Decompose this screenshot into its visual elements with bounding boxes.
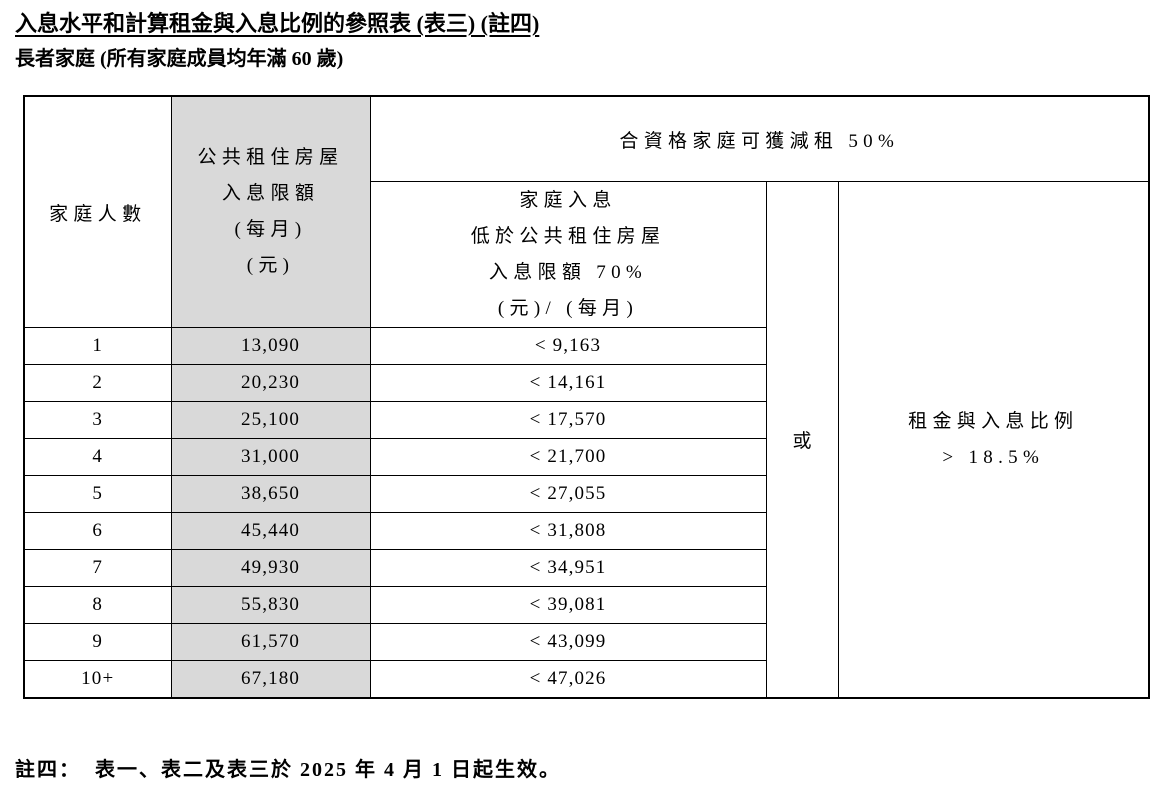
table-row: 2 20,230 < 14,161: [23, 364, 1149, 402]
income-below-cell: < 31,808: [369, 512, 767, 550]
family-size-cell: 9: [23, 623, 172, 661]
table-row: 4 31,000 < 21,700: [23, 438, 1149, 476]
footnote-text: 表一、表二及表三於 2025 年 4 月 1 日起生效。: [95, 759, 561, 781]
or-cell: 或: [765, 181, 839, 699]
income-below-cell: < 27,055: [369, 475, 767, 513]
footnote: 註四： 表一、表二及表三於 2025 年 4 月 1 日起生效。: [15, 753, 1165, 782]
table-row: 3 25,100 < 17,570: [23, 401, 1149, 439]
family-size-cell: 6: [23, 512, 172, 550]
table-row: 1 13,090 < 9,163: [23, 327, 1149, 365]
header-rent-ratio-line: > 18.5%: [942, 446, 1045, 468]
family-size-cell: 8: [23, 586, 172, 624]
header-income-limit-line: 公共租住房屋: [197, 147, 344, 168]
income-below-cell: < 14,161: [369, 364, 767, 402]
header-income-below-line: 家庭入息: [519, 189, 617, 211]
family-size-cell: 7: [23, 549, 172, 587]
header-discount-banner: 合資格家庭可獲減租 50%: [369, 95, 1150, 182]
header-income-limit: 公共租住房屋 入息限額 (每月) (元): [170, 95, 371, 328]
header-income-below-line: 入息限額 70%: [488, 261, 648, 283]
family-size-cell: 4: [23, 438, 172, 476]
header-income-below-line: 低於公共租住房屋: [470, 225, 666, 247]
income-below-cell: < 17,570: [369, 401, 767, 439]
income-below-cell: < 39,081: [369, 586, 767, 624]
family-size-cell: 2: [23, 364, 172, 402]
header-family-size: 家庭人數: [23, 95, 172, 328]
page-subtitle: 長者家庭 (所有家庭成員均年滿 60 歲): [15, 48, 344, 70]
table-row: 10+ 67,180 < 47,026: [23, 660, 1149, 699]
header-rent-ratio-line: 租金與入息比例: [908, 410, 1079, 432]
header-row-sub: 家庭入息 低於公共租住房屋 入息限額 70% (元)/ (每月) 或 租金與入息…: [24, 181, 1150, 699]
header-income-below: 家庭入息 低於公共租住房屋 入息限額 70% (元)/ (每月): [369, 181, 767, 328]
income-below-cell: < 21,700: [369, 438, 767, 476]
header-rent-ratio: 租金與入息比例 > 18.5%: [837, 181, 1150, 699]
header-row-top: 家庭人數 公共租住房屋 入息限額 (每月) (元) 合資格家庭可獲減租 50%: [23, 95, 1150, 328]
page-title: 入息水平和計算租金與入息比例的參照表 (表三) (註四): [15, 11, 540, 36]
income-limit-cell: 61,570: [170, 623, 371, 661]
income-limit-cell: 13,090: [170, 327, 371, 365]
income-limit-cell: 25,100: [170, 401, 371, 439]
table-row: 6 45,440 < 31,808: [23, 512, 1149, 550]
income-limit-cell: 31,000: [170, 438, 371, 476]
income-limit-cell: 20,230: [170, 364, 371, 402]
header-income-limit-line: 入息限額: [221, 183, 320, 204]
family-size-cell: 1: [23, 327, 172, 365]
income-below-cell: < 47,026: [369, 660, 767, 699]
footnote-label: 註四：: [15, 759, 81, 781]
income-limit-cell: 45,440: [170, 512, 371, 550]
family-size-cell: 10+: [23, 660, 172, 699]
income-limit-cell: 55,830: [170, 586, 371, 624]
income-limit-cell: 67,180: [170, 660, 371, 699]
income-below-cell: < 43,099: [369, 623, 767, 661]
income-below-cell: < 34,951: [369, 549, 767, 587]
family-size-cell: 3: [23, 401, 172, 439]
table-row: 9 61,570 < 43,099: [23, 623, 1149, 661]
reference-table: 家庭人數 公共租住房屋 入息限額 (每月) (元) 合資格家庭可獲減租 50% …: [23, 95, 1150, 699]
header-income-below-line: (元)/ (每月): [497, 297, 639, 319]
table-row: 5 38,650 < 27,055: [23, 475, 1149, 513]
income-below-cell: < 9,163: [369, 327, 767, 365]
family-size-cell: 5: [23, 475, 172, 513]
income-limit-cell: 49,930: [170, 549, 371, 587]
header-income-limit-line: (元): [246, 255, 295, 276]
income-limit-cell: 38,650: [170, 475, 371, 513]
header-income-limit-line: (每月): [234, 219, 307, 240]
